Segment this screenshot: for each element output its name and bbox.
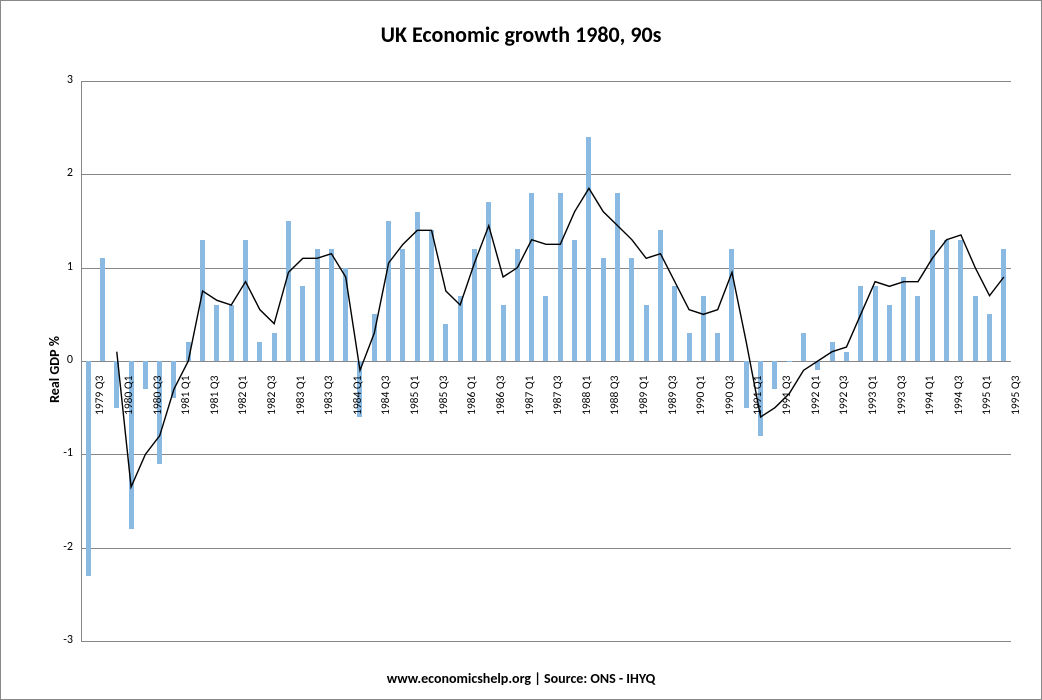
x-tick-label: 1988 Q3 xyxy=(608,376,622,415)
x-tick-label: 1989 Q1 xyxy=(637,376,651,415)
chart-footer: www.economicshelp.org | Source: ONS - IH… xyxy=(1,670,1041,687)
x-tick-label: 1991 Q1 xyxy=(751,376,765,415)
y-tick-label: 2 xyxy=(43,166,73,180)
gridline xyxy=(81,641,1011,642)
x-tick-label: 1988 Q1 xyxy=(580,376,594,415)
line-layer xyxy=(81,81,1011,641)
chart-title: UK Economic growth 1980, 90s xyxy=(1,21,1041,48)
line-series xyxy=(117,188,1004,487)
x-tick-label: 1995 Q1 xyxy=(980,376,994,415)
x-tick-label: 1987 Q3 xyxy=(551,376,565,415)
x-tick-label: 1986 Q3 xyxy=(494,376,508,415)
y-tick-label: -2 xyxy=(43,540,73,554)
x-tick-label: 1983 Q3 xyxy=(322,376,336,415)
x-tick-label: 1986 Q1 xyxy=(465,376,479,415)
x-tick-label: 1984 Q1 xyxy=(351,376,365,415)
x-tick-label: 1982 Q3 xyxy=(265,376,279,415)
y-axis-title: Real GDP % xyxy=(46,336,63,403)
x-tick-label: 1985 Q3 xyxy=(437,376,451,415)
x-tick-label: 1989 Q3 xyxy=(666,376,680,415)
x-tick-label: 1992 Q3 xyxy=(837,376,851,415)
x-tick-label: 1993 Q1 xyxy=(866,376,880,415)
x-tick-label: 1994 Q3 xyxy=(952,376,966,415)
x-tick-label: 1981 Q3 xyxy=(208,376,222,415)
x-tick-label: 1980 Q1 xyxy=(122,376,136,415)
x-tick-label: 1979 Q3 xyxy=(93,376,107,415)
chart-frame: UK Economic growth 1980, 90s 1979 Q3 1980… xyxy=(0,0,1042,700)
x-tick-label: 1990 Q1 xyxy=(694,376,708,415)
x-tick-label: 1993 Q3 xyxy=(895,376,909,415)
y-tick-label: 3 xyxy=(43,73,73,87)
plot-area: 1979 Q3 1980 Q1 1980 Q3 1981 Q1 1981 Q3 1982 … xyxy=(81,81,1011,641)
x-tick-label: 1985 Q1 xyxy=(408,376,422,415)
x-tick-label: 1981 Q1 xyxy=(179,376,193,415)
x-tick-label: 1982 Q1 xyxy=(236,376,250,415)
x-tick-label: 1980 Q3 xyxy=(151,376,165,415)
x-tick-label: 1990 Q3 xyxy=(723,376,737,415)
y-tick-label: -1 xyxy=(43,446,73,460)
y-tick-label: -3 xyxy=(43,633,73,647)
x-tick-label: 1992 Q1 xyxy=(809,376,823,415)
x-tick-label: 1987 Q1 xyxy=(523,376,537,415)
y-tick-label: 1 xyxy=(43,260,73,274)
x-tick-label: 1995 Q3 xyxy=(1009,376,1023,415)
x-tick-label: 1983 Q1 xyxy=(294,376,308,415)
x-tick-label: 1994 Q1 xyxy=(923,376,937,415)
x-tick-label: 1991 Q3 xyxy=(780,376,794,415)
x-tick-label: 1984 Q3 xyxy=(379,376,393,415)
